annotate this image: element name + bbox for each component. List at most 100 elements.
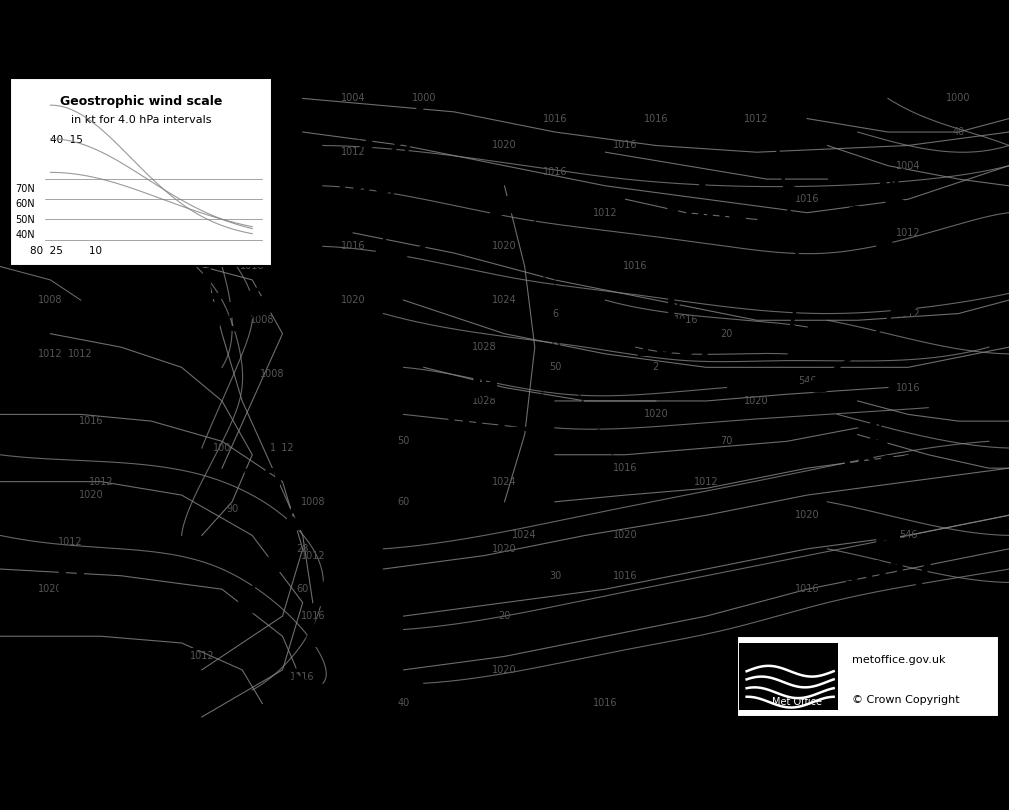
- Text: 1016: 1016: [613, 140, 638, 151]
- Text: 1004: 1004: [896, 160, 920, 171]
- Text: 1020: 1020: [79, 490, 103, 500]
- Polygon shape: [261, 557, 287, 573]
- Text: 1016: 1016: [896, 382, 920, 393]
- Text: 100: 100: [213, 443, 231, 453]
- Text: 1020: 1020: [745, 396, 769, 406]
- Text: 1004: 1004: [341, 93, 365, 104]
- Text: 1012: 1012: [694, 476, 718, 487]
- Text: 1008: 1008: [301, 497, 325, 507]
- FancyBboxPatch shape: [10, 79, 272, 266]
- Text: 40: 40: [952, 127, 965, 137]
- Text: 1016: 1016: [543, 113, 567, 124]
- Text: 1020: 1020: [492, 544, 517, 554]
- Text: 1020: 1020: [644, 409, 668, 420]
- Text: 1016: 1016: [795, 584, 819, 595]
- Text: 70: 70: [720, 437, 733, 446]
- Text: © Crown Copyright: © Crown Copyright: [852, 695, 960, 706]
- Polygon shape: [388, 198, 412, 216]
- Text: 2: 2: [653, 362, 659, 373]
- Polygon shape: [363, 373, 386, 390]
- Polygon shape: [318, 589, 342, 606]
- Text: 1016: 1016: [624, 262, 648, 271]
- Polygon shape: [375, 285, 399, 303]
- Text: 1012: 1012: [38, 349, 63, 359]
- Text: 546: 546: [798, 376, 816, 386]
- Text: 6: 6: [552, 309, 558, 318]
- Text: L: L: [665, 297, 687, 330]
- FancyBboxPatch shape: [739, 643, 838, 710]
- Text: 1003: 1003: [240, 467, 325, 497]
- Text: metoffice.gov.uk: metoffice.gov.uk: [852, 654, 945, 665]
- Text: 1012: 1012: [593, 207, 618, 218]
- Polygon shape: [385, 132, 410, 147]
- Polygon shape: [313, 271, 354, 293]
- Text: 60N: 60N: [15, 199, 34, 209]
- Polygon shape: [414, 113, 438, 130]
- Text: 20: 20: [498, 611, 511, 621]
- Text: 1016: 1016: [79, 416, 103, 426]
- Text: 1012: 1012: [301, 551, 325, 561]
- Polygon shape: [305, 632, 329, 649]
- Polygon shape: [788, 325, 810, 340]
- Text: 50: 50: [398, 437, 410, 446]
- Polygon shape: [797, 278, 817, 294]
- Text: L: L: [695, 169, 717, 202]
- Text: 1012: 1012: [190, 651, 214, 662]
- Text: 1017: 1017: [842, 559, 934, 592]
- Text: H: H: [469, 370, 499, 404]
- Text: 20: 20: [720, 329, 733, 339]
- Text: 1012: 1012: [59, 537, 83, 547]
- Text: 1008: 1008: [250, 315, 274, 326]
- Text: L: L: [271, 432, 294, 464]
- Text: 1012: 1012: [69, 349, 93, 359]
- Circle shape: [355, 173, 377, 187]
- Text: 1008: 1008: [79, 221, 103, 231]
- Text: 40  15: 40 15: [50, 135, 84, 145]
- Polygon shape: [856, 333, 887, 358]
- Text: L: L: [362, 136, 384, 168]
- Circle shape: [274, 249, 297, 264]
- Text: 1016: 1016: [543, 168, 567, 177]
- Text: H: H: [873, 525, 903, 559]
- Text: 1028: 1028: [472, 342, 496, 352]
- Text: 30: 30: [549, 571, 561, 581]
- Text: 1000: 1000: [846, 205, 930, 234]
- Polygon shape: [891, 289, 917, 316]
- Text: 1020: 1020: [492, 665, 517, 675]
- Text: 492: 492: [72, 168, 90, 177]
- Text: 90: 90: [226, 504, 238, 514]
- Text: 1016: 1016: [291, 671, 315, 681]
- Text: 1020: 1020: [492, 140, 517, 151]
- Text: L: L: [877, 169, 899, 202]
- Text: 50: 50: [549, 362, 561, 373]
- Text: 1024: 1024: [492, 295, 517, 305]
- Text: H: H: [54, 570, 87, 608]
- Text: 1012: 1012: [341, 147, 365, 157]
- Text: 1012: 1012: [270, 443, 295, 453]
- Text: 70N: 70N: [15, 184, 35, 194]
- Text: 1016: 1016: [301, 611, 325, 621]
- Text: 1012: 1012: [896, 228, 920, 238]
- Polygon shape: [886, 194, 906, 207]
- Text: 1004: 1004: [210, 147, 234, 157]
- Text: 50N: 50N: [15, 215, 35, 225]
- Polygon shape: [877, 237, 896, 251]
- Text: 1004: 1004: [149, 174, 174, 184]
- Text: 1007: 1007: [634, 333, 718, 362]
- Text: 1016: 1016: [240, 262, 264, 271]
- Text: 40: 40: [398, 698, 410, 709]
- Text: 80  25        10: 80 25 10: [30, 246, 102, 257]
- Text: 1000: 1000: [190, 93, 214, 104]
- Polygon shape: [429, 218, 469, 241]
- Text: Geostrophic wind scale: Geostrophic wind scale: [61, 95, 222, 108]
- Polygon shape: [231, 597, 256, 612]
- Polygon shape: [251, 295, 294, 317]
- Polygon shape: [356, 416, 379, 433]
- Text: 1008: 1008: [331, 171, 416, 200]
- Text: 1025: 1025: [20, 606, 121, 640]
- Text: 1024: 1024: [513, 531, 537, 540]
- Text: 60: 60: [297, 584, 309, 595]
- Text: in kt for 4.0 hPa intervals: in kt for 4.0 hPa intervals: [71, 115, 212, 126]
- Text: 1009: 1009: [664, 205, 749, 234]
- Text: 546: 546: [899, 531, 917, 540]
